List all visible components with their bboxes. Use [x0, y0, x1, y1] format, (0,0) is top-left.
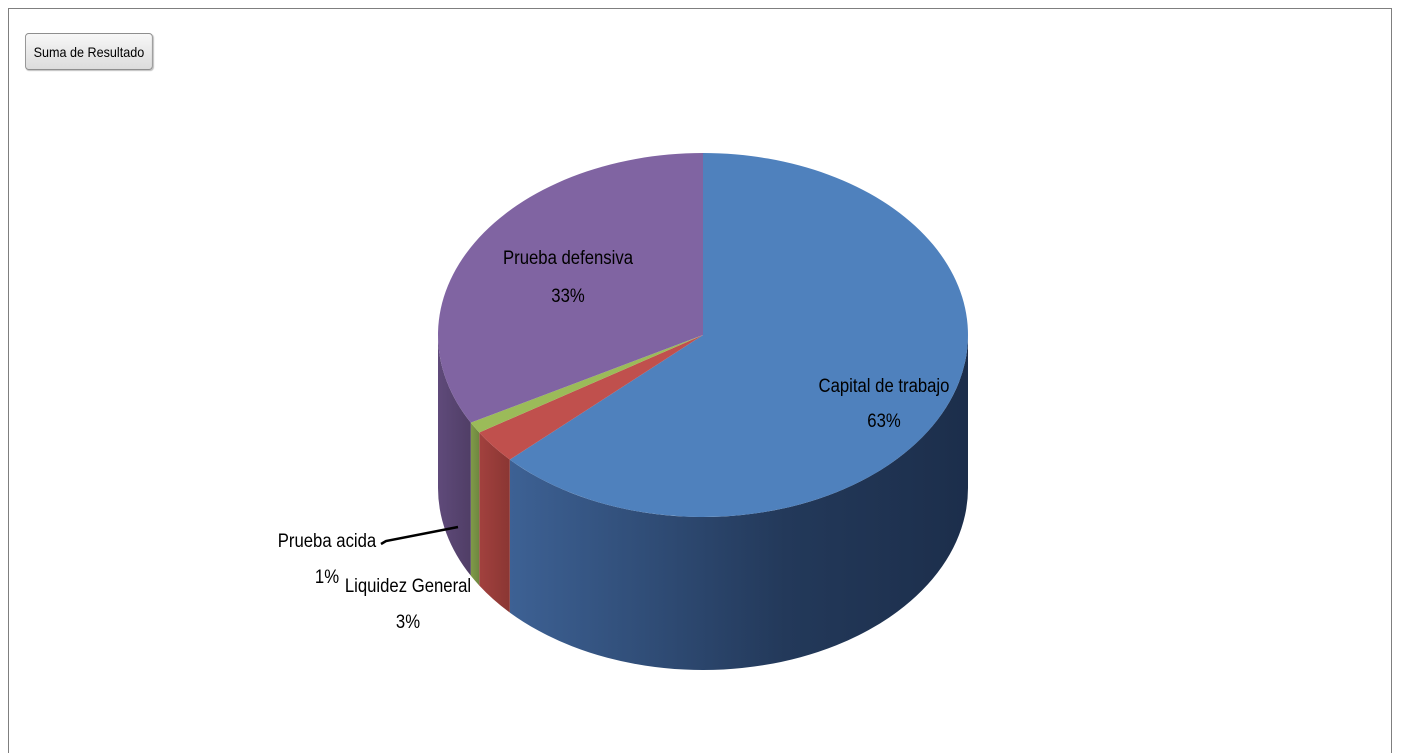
pie-side-capital-de-trabajo	[509, 335, 969, 671]
pie-slice-prueba-acida[interactable]	[470, 335, 703, 433]
pie-side-prueba-acida	[470, 422, 480, 586]
leader-line-prueba-acida	[380, 525, 459, 546]
value-label-prueba-acida: 1%	[315, 566, 339, 587]
pie-side-liquidez-general	[479, 432, 510, 613]
category-label-prueba-acida: Prueba acida	[278, 530, 376, 551]
pie-slice-capital-de-trabajo[interactable]	[509, 153, 968, 517]
pivot-field-button[interactable]: Suma de Resultado	[25, 33, 153, 70]
value-label-prueba-defensiva: 33%	[551, 285, 585, 306]
value-label-liquidez-general: 3%	[396, 611, 420, 632]
category-label-prueba-defensiva: Prueba defensiva	[503, 247, 633, 268]
category-label-capital-de-trabajo: Capital de trabajo	[819, 375, 950, 396]
pie-side-prueba-defensiva	[438, 335, 471, 576]
category-label-liquidez-general: Liquidez General	[345, 575, 471, 596]
value-label-capital-de-trabajo: 63%	[867, 410, 901, 431]
pie-slice-prueba-defensiva[interactable]	[438, 153, 703, 423]
pie-slice-liquidez-general[interactable]	[479, 335, 703, 460]
